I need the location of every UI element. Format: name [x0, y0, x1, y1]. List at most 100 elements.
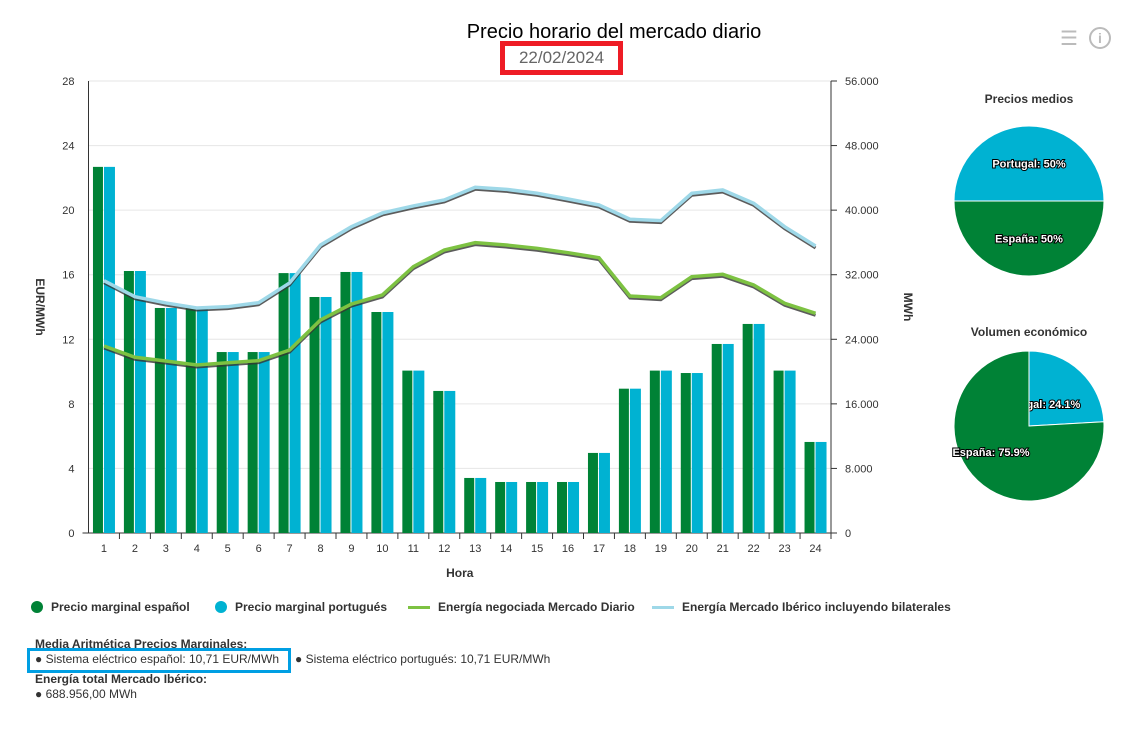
- x-tick-label: 2: [132, 543, 138, 555]
- y-tick-label: 16: [62, 270, 74, 282]
- bar-spain: [680, 373, 691, 533]
- pie-slice: [953, 200, 1105, 277]
- highlight-box: [27, 648, 291, 673]
- pie-label: Portugal: 50%: [992, 159, 1066, 171]
- legend-line-icon: [408, 605, 430, 609]
- bar-portugal: [629, 388, 641, 533]
- y2-tick-label: 56.000: [845, 76, 879, 88]
- media-spain: ● Sistema eléctrico español: 10,71 EUR/M…: [35, 652, 280, 666]
- bar-spain: [92, 166, 103, 533]
- line-energy-iberico-shadow: [103, 187, 817, 312]
- energy-value: ● 688.956,00 MWh: [35, 687, 137, 701]
- x-tick-label: 5: [225, 543, 231, 555]
- bar-spain: [309, 296, 320, 533]
- y2-tick-label: 0: [845, 528, 851, 540]
- x-tick-label: 8: [317, 543, 323, 555]
- bar-spain: [247, 352, 258, 533]
- bar-spain: [773, 370, 784, 533]
- pie-title: Volumen económico: [971, 325, 1087, 339]
- x-tick-label: 17: [593, 543, 605, 555]
- y-tick-label: 20: [62, 205, 74, 217]
- bar-spain: [185, 307, 196, 533]
- y-tick-label: 0: [68, 528, 74, 540]
- x-tick-label: 21: [717, 543, 729, 555]
- bar-spain: [433, 390, 444, 533]
- x-tick-label: 1: [101, 543, 107, 555]
- y-axis-label: EUR/MWh: [33, 278, 47, 335]
- bar-portugal: [753, 323, 765, 533]
- x-tick-label: 6: [256, 543, 262, 555]
- line-energy-diario: [103, 240, 817, 367]
- x-tick-label: 22: [748, 543, 760, 555]
- chart-area: 048121620242808.00016.00024.00032.00040.…: [33, 76, 1105, 580]
- y2-tick-label: 48.000: [845, 141, 879, 153]
- bar-portugal: [165, 307, 177, 533]
- y-tick-label: 12: [62, 334, 74, 346]
- pie-slice: [953, 125, 1105, 202]
- bar-spain: [526, 481, 537, 533]
- y2-tick-label: 16.000: [845, 399, 879, 411]
- legend-label: Energía negociada Mercado Diario: [438, 600, 635, 614]
- bar-portugal: [475, 477, 487, 533]
- bar-spain: [216, 352, 227, 533]
- x-tick-label: 13: [469, 543, 481, 555]
- bar-portugal: [815, 441, 827, 533]
- y-tick-label: 8: [68, 399, 74, 411]
- bar-spain: [402, 370, 413, 533]
- line-energy-diario-shadow: [103, 243, 816, 369]
- y2-tick-label: 24.000: [845, 334, 879, 346]
- bar-spain: [557, 481, 568, 533]
- pie-slice: [953, 350, 1105, 502]
- media-title: Media Aritmética Precios Marginales:: [35, 637, 248, 651]
- energy-title: Energía total Mercado Ibérico:: [35, 672, 208, 686]
- bar-portugal: [196, 307, 208, 533]
- bar-spain: [371, 312, 382, 533]
- pie-label: España: 50%: [995, 234, 1063, 246]
- hamburger-menu-icon[interactable]: ☰: [1060, 28, 1078, 50]
- y-tick-label: 4: [68, 463, 74, 475]
- chart-title: Precio horario del mercado diario: [466, 21, 762, 43]
- x-tick-label: 16: [562, 543, 574, 555]
- bar-portugal: [506, 481, 518, 533]
- bar-spain: [123, 271, 134, 533]
- legend-item-spain[interactable]: Precio marginal español: [31, 600, 190, 614]
- info-icon[interactable]: i: [1089, 27, 1111, 49]
- bar-portugal: [258, 352, 270, 533]
- x-axis-label: Hora: [446, 566, 474, 580]
- y2-axis-label: MWh: [901, 293, 915, 322]
- x-tick-label: 7: [287, 543, 293, 555]
- legend-label: Energía Mercado Ibérico incluyendo bilat…: [682, 600, 951, 614]
- y-tick-label: 24: [62, 141, 74, 153]
- pie-label: España: 75.9%: [952, 447, 1029, 459]
- bar-portugal: [320, 296, 332, 533]
- bar-portugal: [598, 452, 610, 533]
- bar-spain: [711, 343, 722, 533]
- bar-portugal: [351, 271, 363, 533]
- x-tick-label: 14: [500, 543, 512, 555]
- x-tick-label: 11: [408, 543, 419, 555]
- bar-portugal: [722, 343, 734, 533]
- bar-spain: [742, 323, 753, 533]
- legend-dot-icon: [215, 601, 227, 613]
- x-tick-label: 18: [624, 543, 636, 555]
- legend-item-portugal[interactable]: Precio marginal portugués: [215, 600, 387, 614]
- pie-slice: [1028, 350, 1105, 427]
- legend-item-energy-iberico[interactable]: Energía Mercado Ibérico incluyendo bilat…: [652, 600, 951, 614]
- bar-spain: [649, 370, 660, 533]
- y2-tick-label: 40.000: [845, 205, 879, 217]
- y2-tick-label: 32.000: [845, 270, 879, 282]
- bar-spain: [154, 307, 165, 533]
- x-tick-label: 10: [376, 543, 388, 555]
- legend-line-icon: [652, 605, 674, 609]
- chart-date: 22/02/2024: [500, 41, 623, 75]
- x-tick-label: 20: [686, 543, 698, 555]
- x-tick-label: 12: [438, 543, 450, 555]
- y2-tick-label: 8.000: [845, 463, 873, 475]
- legend-label: Precio marginal español: [51, 600, 190, 614]
- legend-item-energy-diario[interactable]: Energía negociada Mercado Diario: [408, 600, 635, 614]
- bar-spain: [587, 452, 598, 533]
- x-tick-label: 19: [655, 543, 667, 555]
- x-tick-label: 23: [778, 543, 790, 555]
- bar-portugal: [660, 370, 672, 533]
- x-tick-label: 24: [809, 543, 821, 555]
